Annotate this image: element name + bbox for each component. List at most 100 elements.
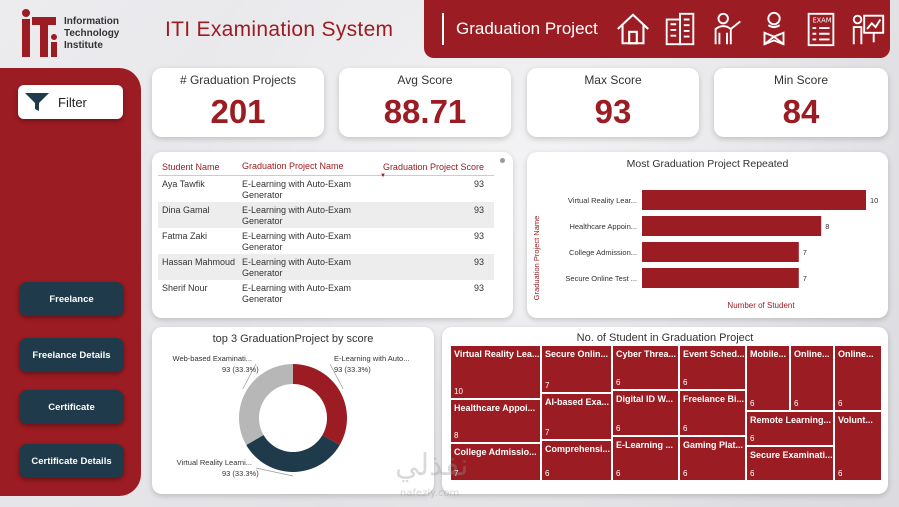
header-score-label: Graduation Project Score — [382, 161, 484, 172]
treemap-cell[interactable]: Virtual Reality Lea... 10 — [450, 345, 541, 400]
header-page-label: Graduation Project — [456, 19, 598, 38]
treemap-cell-label: Virtual Reality Lea... — [454, 349, 540, 359]
cell-student: Fatma Zaki — [162, 231, 208, 241]
bar[interactable] — [642, 268, 799, 288]
donut-leader-line — [329, 363, 344, 390]
treemap-cell[interactable]: Volunt... 6 — [834, 411, 882, 481]
kpi-card-max: Max Score 93 — [527, 68, 699, 137]
filter-button-label: Filter — [58, 94, 87, 110]
treemap-cell-label: Online... — [838, 349, 874, 359]
bar-category-label: Secure Online Test ... — [565, 274, 637, 283]
treemap-cell[interactable]: Secure Onlin... 7 — [541, 345, 612, 393]
exam-icon[interactable]: EXAM — [802, 9, 840, 49]
treemap-cell[interactable]: Digital ID W... 6 — [612, 390, 679, 436]
treemap-cell[interactable]: Online... 6 — [790, 345, 834, 411]
table-row[interactable]: Hassan Mahmoud E-Learning with Auto-Exam… — [158, 254, 494, 280]
table-row[interactable]: Aya Tawfik E-Learning with Auto-Exam Gen… — [158, 176, 494, 202]
student-reading-icon[interactable] — [755, 9, 793, 49]
header-band: Graduation Project EXAM — [424, 0, 890, 58]
donut-slice[interactable] — [293, 364, 347, 445]
treemap-cell-value: 10 — [454, 387, 463, 397]
treemap-title: No. of Student in Graduation Project — [576, 332, 754, 344]
header-project-name[interactable]: Graduation Project Name — [242, 161, 344, 171]
table-row[interactable]: Dina Gamal E-Learning with Auto-Exam Gen… — [158, 202, 494, 228]
kpi-title: Max Score — [584, 73, 642, 87]
kpi-title: Min Score — [773, 73, 829, 87]
table-row[interactable]: Fatma Zaki E-Learning with Auto-Exam Gen… — [158, 228, 494, 254]
treemap-cell[interactable]: Secure Examinati... 6 — [746, 446, 834, 481]
treemap-cell-label: Secure Examinati... — [750, 450, 833, 460]
cell-project: E-Learning with Auto-Exam Generator — [242, 231, 352, 252]
sort-desc-icon: ▼ — [380, 172, 386, 179]
bar-value-label: 7 — [803, 274, 807, 283]
treemap-cell-label: Freelance Bi... — [683, 394, 745, 405]
students-table-card: Student Name Graduation Project Name Gra… — [152, 152, 513, 318]
treemap-cell[interactable]: Freelance Bi... 6 — [679, 390, 746, 436]
treemap-cell[interactable]: AI-based Exa... 7 — [541, 392, 612, 441]
treemap-cell[interactable]: Healthcare Appoi... 8 — [450, 399, 541, 443]
kpi-value: 93 — [594, 93, 632, 130]
header-score[interactable]: Graduation Project Score ▼ — [378, 161, 488, 179]
kpi-title: # Graduation Projects — [179, 73, 297, 87]
treemap-cell-label: College Admissio... — [454, 446, 537, 457]
home-icon[interactable] — [614, 9, 652, 49]
treemap-cell[interactable]: Event Sched... 6 — [679, 345, 746, 391]
donut-slice-value: 93 (33.3%) — [222, 365, 259, 374]
bar[interactable] — [642, 216, 822, 236]
cell-project: E-Learning with Auto-Exam Generator — [242, 205, 352, 226]
kpi-value: 84 — [782, 93, 820, 130]
donut-slice-value: 93 (33.3%) — [222, 469, 259, 478]
filter-button[interactable]: Filter — [18, 85, 123, 119]
treemap-cell-label: Healthcare Appoi... — [454, 403, 536, 414]
logo-line-2: Technology — [64, 28, 120, 39]
treemap-cell[interactable]: College Admissio... 7 — [450, 442, 541, 481]
bar-category-label: Healthcare Appoin... — [569, 222, 637, 231]
donut-leader-line — [242, 363, 257, 390]
treemap-cell-value: 6 — [545, 468, 550, 478]
filter-icon — [25, 93, 49, 111]
cell-student: Sherif Nour — [162, 283, 208, 293]
kpi-card-avg: Avg Score 88.71 — [339, 68, 511, 137]
treemap-cell[interactable]: Online... 6 — [834, 345, 882, 411]
kpi-value: 88.71 — [383, 93, 467, 130]
treemap-cell[interactable]: Cyber Threa... 6 — [612, 345, 679, 391]
treemap-cell-value: 6 — [683, 468, 688, 478]
treemap-cell-value: 6 — [683, 378, 688, 388]
bar[interactable] — [642, 190, 866, 210]
treemap-cell-value: 6 — [838, 399, 843, 408]
header-student-name[interactable]: Student Name — [162, 161, 220, 172]
donut-slice[interactable] — [239, 364, 293, 445]
table-row[interactable]: Sherif Nour E-Learning with Auto-Exam Ge… — [158, 280, 494, 306]
freelance-button[interactable]: Freelance — [19, 282, 124, 316]
cell-score: 93 — [473, 231, 484, 241]
treemap-cell[interactable]: Gaming Plat... 6 — [679, 435, 746, 481]
freelance-details-button[interactable]: Freelance Details — [19, 338, 124, 372]
instructor-icon[interactable] — [708, 9, 746, 49]
donut-chart-title: top 3 GraduationProject by score — [212, 333, 374, 345]
cell-score: 93 — [473, 257, 484, 267]
treemap-cell-label: Online... — [794, 349, 830, 359]
bar[interactable] — [642, 242, 799, 262]
treemap-cell-value: 7 — [545, 428, 550, 438]
treemap-cell[interactable]: E-Learning ... 6 — [612, 435, 679, 481]
treemap-cell[interactable]: Comprehensi... 6 — [541, 440, 612, 481]
building-icon[interactable] — [661, 9, 699, 49]
certificate-button[interactable]: Certificate — [19, 390, 124, 424]
treemap-cell[interactable]: Mobile... 6 — [746, 345, 790, 411]
presentation-icon[interactable] — [849, 9, 887, 49]
bar-chart-ylabel: Graduation Project Name — [532, 216, 541, 301]
cell-score: 93 — [473, 283, 484, 293]
treemap-cell-label: Mobile... — [750, 349, 786, 359]
donut-slice[interactable] — [246, 435, 340, 472]
cell-score: 93 — [473, 179, 484, 189]
header-divider — [442, 13, 444, 45]
treemap-cell[interactable]: Remote Learning... 6 — [746, 411, 834, 446]
certificate-details-button[interactable]: Certificate Details — [19, 444, 124, 478]
treemap-cell-value: 6 — [750, 434, 755, 443]
scrollbar-thumb[interactable] — [500, 158, 505, 163]
bar-category-label: College Admission... — [569, 248, 637, 257]
cell-student: Dina Gamal — [162, 205, 210, 215]
treemap-cell-value: 6 — [750, 399, 755, 408]
donut-chart-card: top 3 GraduationProject by score E-Learn… — [152, 327, 434, 494]
sidebar: Filter Freelance Freelance Details Certi… — [0, 68, 141, 496]
